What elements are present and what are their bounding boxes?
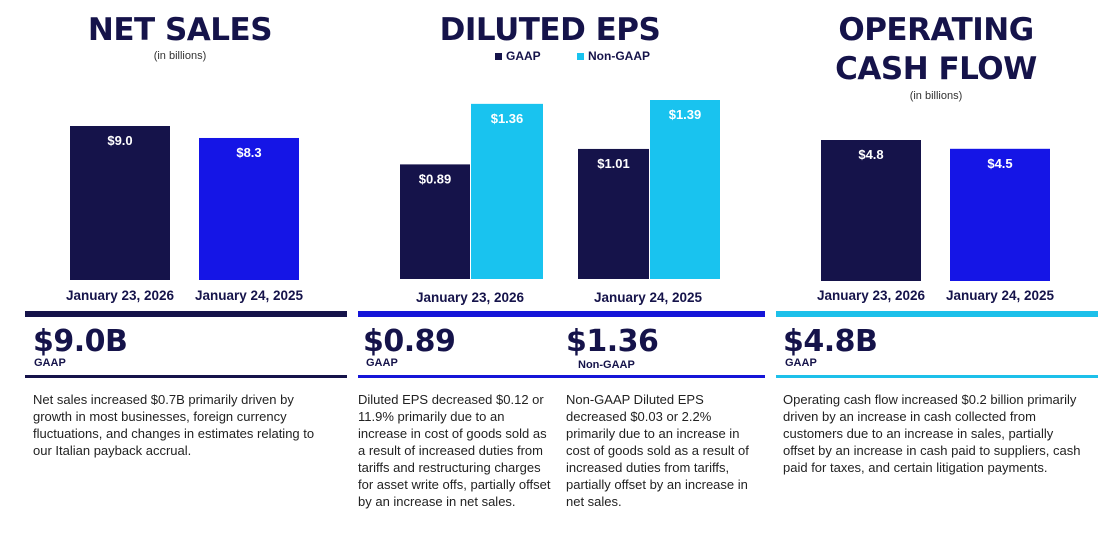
cash-flow-headline: $4.8B: [783, 324, 878, 359]
eps-date-2026: January 23, 2026: [416, 290, 525, 305]
net-sales-date-2026: January 23, 2026: [66, 288, 175, 303]
eps-nongaap-description: Non-GAAP Diluted EPS decreased $0.03 or …: [566, 392, 749, 509]
cash-flow-headline-label: GAAP: [785, 357, 817, 369]
cash-flow-top-rule: [776, 311, 1098, 317]
net-sales-date-2025: January 24, 2025: [195, 288, 304, 303]
net-sales-bottom-rule: [25, 375, 347, 378]
eps-nongaap-headline: $1.36: [566, 324, 659, 359]
cash-flow-title-line1: OPERATING: [838, 12, 1034, 48]
net-sales-bar-label-2025: $8.3: [236, 145, 261, 160]
nongaap-swatch: [577, 52, 584, 60]
cash-flow-bar-2026: [821, 140, 921, 281]
cash-flow-bar-label-2025: $4.5: [987, 156, 1012, 171]
cash-flow-description: Operating cash flow increased $0.2 billi…: [783, 392, 1081, 475]
cash-flow-bar-2025: [950, 148, 1050, 281]
cash-flow-title-line2: CASH FLOW: [835, 51, 1037, 87]
legend-nongaap-label: Non-GAAP: [588, 49, 650, 63]
gaap-swatch: [495, 52, 502, 60]
cash-flow-date-2026: January 23, 2026: [817, 288, 926, 303]
eps-legend-gaap: GAAP: [495, 49, 541, 63]
net-sales-headline: $9.0B: [33, 324, 128, 359]
net-sales-bar-label-2026: $9.0: [107, 133, 132, 148]
eps-nongaap-bar-2026: [471, 103, 543, 279]
eps-nongaap-label-2025: $1.39: [669, 107, 702, 122]
eps-bottom-rule: [358, 375, 765, 378]
cash-flow-bar-label-2026: $4.8: [858, 147, 883, 162]
eps-gaap-description: Diluted EPS decreased $0.12 or 11.9% pri…: [358, 392, 551, 509]
net-sales-bar-2025: [199, 137, 299, 280]
eps-nongaap-headline-label: Non-GAAP: [578, 359, 635, 371]
net-sales-top-rule: [25, 311, 347, 317]
eps-nongaap-label-2026: $1.36: [491, 111, 524, 126]
cash-flow-bottom-rule: [776, 375, 1098, 378]
eps-top-rule: [358, 311, 765, 317]
net-sales-subtitle: (in billions): [153, 50, 207, 62]
net-sales-bar-2026: [70, 126, 170, 280]
eps-gaap-bar-2026: [400, 164, 470, 279]
eps-gaap-label-2025: $1.01: [597, 156, 630, 171]
eps-gaap-headline: $0.89: [363, 324, 456, 359]
legend-gaap-label: GAAP: [506, 49, 541, 63]
eps-gaap-bar-2025: [578, 148, 649, 279]
eps-gaap-headline-label: GAAP: [366, 357, 398, 369]
eps-legend-nongaap: Non-GAAP: [577, 49, 650, 63]
bar-charts: $9.0 $8.3 January 23, 2026 January 24, 2…: [66, 100, 1055, 305]
eps-date-2025: January 24, 2025: [594, 290, 703, 305]
net-sales-description: Net sales increased $0.7B primarily driv…: [33, 392, 315, 458]
cash-flow-date-2025: January 24, 2025: [946, 288, 1055, 303]
cash-flow-subtitle: (in billions): [909, 90, 963, 102]
net-sales-headline-label: GAAP: [34, 357, 66, 369]
eps-gaap-label-2026: $0.89: [419, 171, 452, 186]
eps-nongaap-bar-2025: [650, 100, 720, 279]
eps-title: DILUTED EPS: [439, 12, 661, 48]
net-sales-title: NET SALES: [87, 12, 273, 48]
